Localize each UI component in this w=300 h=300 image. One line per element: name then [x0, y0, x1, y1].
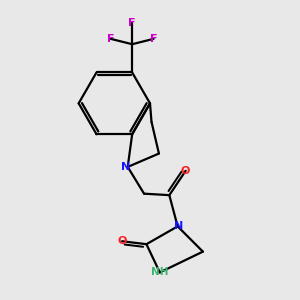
Text: N: N	[174, 221, 183, 231]
Text: F: F	[128, 18, 136, 28]
Text: N: N	[121, 162, 130, 172]
Text: O: O	[181, 166, 190, 176]
Text: O: O	[117, 236, 127, 246]
Text: F: F	[150, 34, 157, 44]
Text: F: F	[107, 34, 115, 44]
Text: NH: NH	[151, 267, 169, 278]
